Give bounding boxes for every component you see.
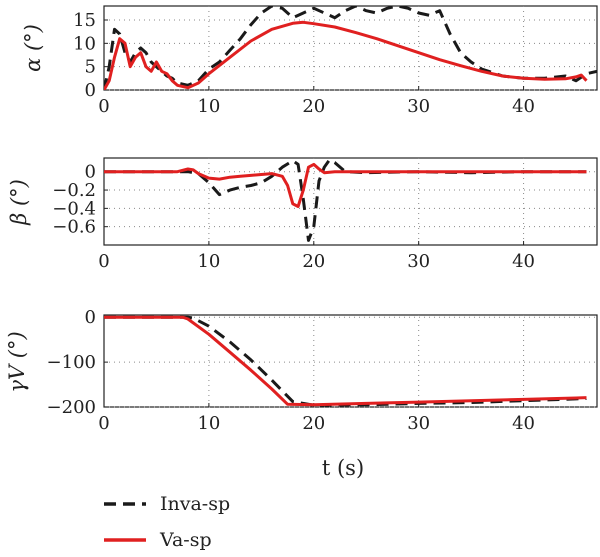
gamma-panel: 0 10 20 30 40 0 −100 −200 γV (°) t (s) [5,307,598,480]
beta-x-tick-label: 0 [98,251,109,272]
gamma-x-tick-label: 10 [197,413,220,434]
gamma-ticks: 0 10 20 30 40 0 −100 −200 [47,307,535,434]
beta-panel: 0 10 20 30 400−0.2−0.4−0.6 β (°) [7,157,598,272]
alpha-y-tick-label: 0 [85,80,96,101]
gamma-y-axis-title: γV (°) [5,331,29,392]
alpha-plot-frame [103,5,598,91]
alpha-x-tick-label: 40 [512,96,535,117]
gamma-y-tick-label: −100 [47,352,96,373]
alpha-series [104,6,597,90]
time-x-axis-title: t (s) [322,456,364,480]
beta-ticks: 0 10 20 30 400−0.2−0.4−0.6 [52,162,535,272]
gamma-series-va-sp [104,315,587,407]
alpha-grid [104,6,597,91]
gamma-series [104,315,587,407]
beta-series-va-sp [104,162,587,208]
gamma-plot-frame [103,314,598,408]
beta-x-tick-label: 40 [512,251,535,272]
legend-label-va-sp: Va-sp [159,529,212,551]
gamma-y-tick-label: 0 [85,307,96,328]
gamma-x-tick-label: 0 [98,413,109,434]
alpha-x-tick-label: 10 [197,96,220,117]
alpha-y-axis-title: α (°) [21,24,45,72]
beta-y-tick-label: 0 [85,162,96,183]
beta-y-tick-label: −0.4 [52,198,96,219]
gamma-y-tick-label: −200 [47,397,96,418]
beta-y-tick-label: −0.6 [52,217,96,238]
beta-series-inva-sp [104,158,587,242]
beta-series [104,158,587,242]
alpha-x-tick-label: 30 [407,96,430,117]
alpha-series-inva-sp [104,6,597,90]
alpha-y-tick-label: 10 [73,33,96,54]
alpha-x-tick-label: 0 [98,96,109,117]
legend-label-inva-sp: Inva-sp [160,493,230,515]
alpha-series-va-sp [104,20,588,90]
alpha-y-tick-label: 15 [73,10,96,31]
gamma-x-tick-label: 30 [407,413,430,434]
beta-y-axis-title: β (°) [7,179,31,226]
beta-x-tick-label: 30 [407,251,430,272]
gamma-x-tick-label: 20 [302,413,325,434]
gamma-x-tick-label: 40 [512,413,535,434]
beta-y-tick-label: −0.2 [52,180,96,201]
gamma-series-inva-sp [104,315,587,407]
legend: Inva-sp Va-sp [104,493,230,551]
beta-x-tick-label: 10 [197,251,220,272]
gamma-grid [104,315,597,408]
beta-plot-frame [103,157,598,246]
alpha-x-tick-label: 20 [302,96,325,117]
beta-x-tick-label: 20 [302,251,325,272]
alpha-y-tick-label: 5 [85,57,96,78]
